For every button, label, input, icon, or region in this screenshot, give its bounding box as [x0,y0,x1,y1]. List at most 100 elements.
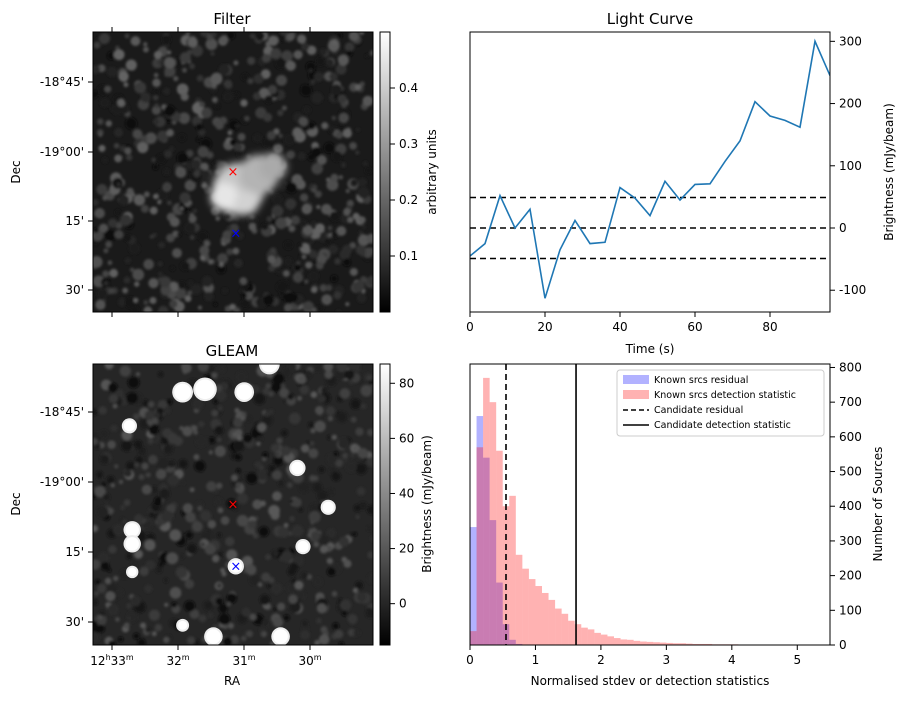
noise-speckle [134,194,145,205]
noise-speckle [124,499,131,506]
noise-speckle [139,567,148,576]
noise-speckle [316,618,322,624]
x-tick-label: 4 [728,653,736,667]
noise-speckle [164,105,175,116]
noise-speckle [198,231,209,242]
noise-speckle [141,205,149,213]
y-tick-label: -100 [839,283,866,297]
noise-speckle [254,393,266,405]
noise-speckle [367,505,376,514]
noise-speckle [124,469,132,477]
noise-speckle [283,615,289,621]
noise-speckle [144,585,152,593]
noise-speckle [329,244,339,254]
noise-speckle [100,430,108,438]
noise-speckle [107,476,115,484]
noise-speckle [193,209,197,213]
noise-speckle [98,133,102,137]
noise-speckle [309,68,313,72]
noise-speckle [134,82,146,94]
noise-speckle [113,524,125,536]
noise-speckle [101,482,105,486]
noise-speckle [108,545,116,553]
noise-speckle [332,472,341,481]
noise-speckle [167,474,179,486]
noise-speckle [266,383,271,388]
noise-speckle [355,150,359,154]
noise-speckle [302,255,306,259]
noise-speckle [308,448,318,458]
histogram-y-axis-label: Number of Sources [871,447,885,562]
noise-speckle [270,247,276,253]
noise-speckle [107,604,119,616]
noise-speckle [215,446,226,457]
noise-speckle [298,152,306,160]
noise-speckle [125,148,132,155]
noise-speckle [271,583,283,595]
noise-speckle [343,258,351,266]
noise-speckle [214,426,223,435]
noise-speckle [356,463,367,474]
noise-speckle [242,608,251,617]
noise-speckle [151,158,155,162]
noise-speckle [158,272,162,276]
noise-speckle [180,52,191,63]
noise-speckle [350,268,358,276]
noise-speckle [114,464,118,468]
noise-speckle [259,526,269,536]
noise-speckle [326,406,335,415]
noise-speckle [191,160,201,170]
noise-speckle [330,211,340,221]
noise-speckle [164,57,175,68]
noise-speckle [353,532,357,536]
noise-speckle [293,272,303,282]
noise-speckle [134,281,139,286]
noise-speckle [327,528,337,538]
noise-speckle [118,637,123,642]
noise-speckle [218,604,227,613]
noise-speckle [95,300,105,310]
noise-speckle [99,33,110,44]
noise-speckle [333,291,341,299]
noise-speckle [218,406,223,411]
noise-speckle [300,193,308,201]
noise-speckle [107,440,116,449]
y-tick-label: 0 [839,638,847,652]
histogram-bar [568,621,575,645]
noise-speckle [166,129,174,137]
noise-speckle [228,623,234,629]
noise-speckle [236,468,241,473]
noise-speckle [163,168,171,176]
noise-speckle [346,50,352,56]
filter-colorbar: 0.10.20.30.4 arbitrary units [380,32,439,312]
noise-speckle [264,295,274,305]
noise-speckle [120,505,125,510]
y-tick-label: 200 [839,97,862,111]
noise-speckle [90,90,98,98]
noise-speckle [358,448,369,459]
noise-speckle [262,54,271,63]
noise-speckle [144,306,153,315]
noise-speckle [126,59,137,70]
gleam-source-core [174,384,191,401]
histogram-bar [621,639,628,645]
noise-speckle [354,630,361,637]
y-tick-label: 200 [839,569,862,583]
noise-speckle [208,613,213,618]
noise-speckle [133,413,140,420]
noise-speckle [359,230,363,234]
noise-speckle [172,248,182,258]
noise-speckle [153,95,159,101]
noise-speckle [104,229,116,241]
colorbar-tick-label: 0.2 [399,193,418,207]
noise-speckle [366,375,372,381]
noise-speckle [300,385,309,394]
noise-speckle [119,480,123,484]
noise-speckle [129,243,141,255]
noise-speckle [215,216,220,221]
noise-speckle [211,372,217,378]
noise-speckle [301,444,309,452]
noise-speckle [270,48,281,59]
noise-speckle [155,624,163,632]
